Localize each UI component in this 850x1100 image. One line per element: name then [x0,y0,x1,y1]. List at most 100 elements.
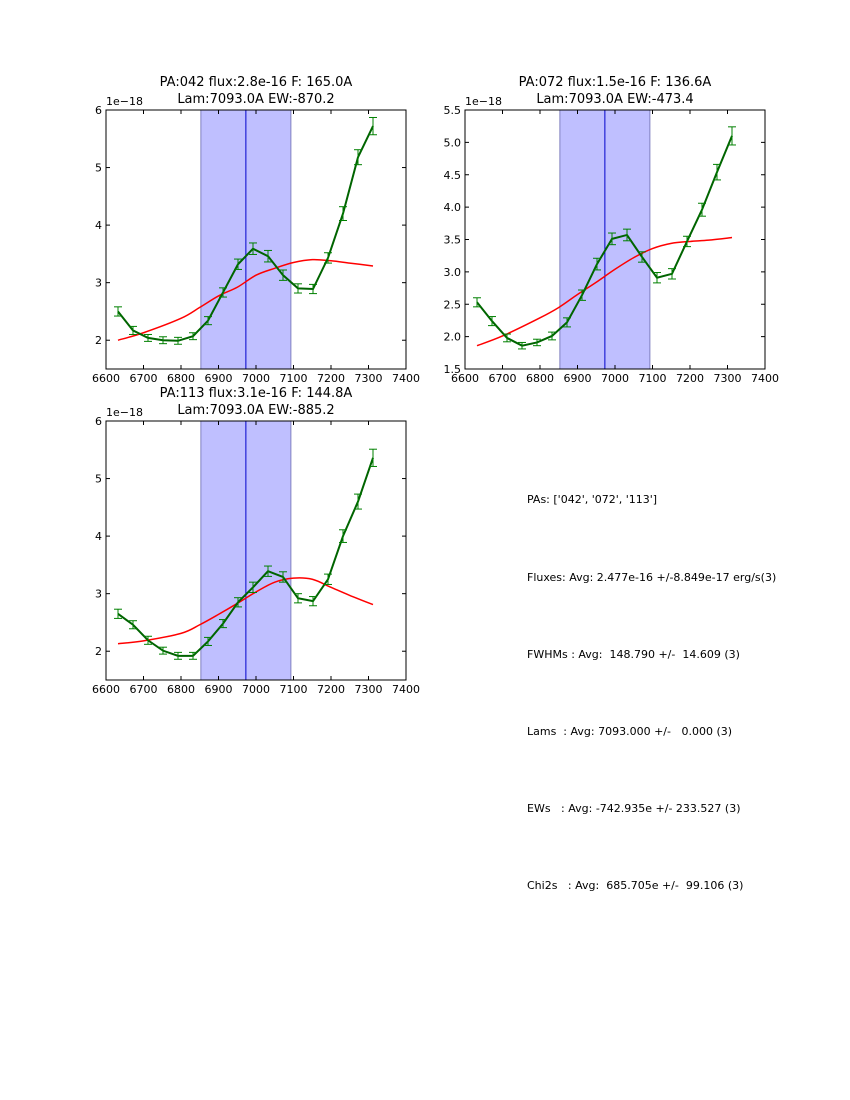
errorbar [279,269,287,281]
y-tick-label: 5 [95,162,102,175]
y-tick-label: 4.5 [444,169,462,182]
y-offset-label: 1e−18 [465,95,502,108]
errorbar [249,581,257,594]
summary-lams: Lams : Avg: 7093.000 +/- 0.000 (3) [527,724,733,738]
errorbar [473,297,481,308]
x-tick-label: 6900 [205,372,233,385]
errorbar [698,202,706,217]
y-tick-label: 5.0 [444,136,462,149]
summary-ews: EWs : Avg: -742.935e +/- 233.527 (3) [527,801,741,815]
x-tick-label: 6900 [564,372,592,385]
chart-title-line1: PA:113 flux:3.1e-16 F: 144.8A [160,386,353,401]
x-tick-label: 7400 [751,372,779,385]
x-tick-label: 7000 [601,372,629,385]
plot-area [114,448,377,660]
errorbar [264,249,272,263]
y-tick-label: 2.0 [444,331,462,344]
panel-pa042: PA:042 flux:2.8e-16 F: 165.0A Lam:7093.0A… [92,75,420,385]
panel-pa072: PA:072 flux:1.5e-16 F: 136.6A Lam:7093.0A… [444,75,780,385]
chart-title-line2: Lam:7093.0A EW:-870.2 [177,92,334,107]
y-tick-label: 4 [95,219,102,232]
errorbar [234,597,242,608]
errorbar [174,651,182,660]
y-tick-label: 4.0 [444,201,462,214]
errorbar [279,571,287,583]
plot-area [114,116,377,345]
y-tick-label: 3 [95,277,102,290]
errorbar [159,646,167,655]
errorbar [623,228,631,242]
errorbar [144,333,152,342]
x-tick-label: 7300 [355,372,383,385]
y-tick-label: 2.5 [444,298,462,311]
errorbar [204,316,212,326]
errorbar [309,283,317,295]
y-tick-label: 4 [95,530,102,543]
x-tick-label: 6800 [167,372,195,385]
panel-pa113: PA:113 flux:3.1e-16 F: 144.8A Lam:7093.0A… [92,386,420,696]
errorbar [129,325,137,335]
data-line [117,125,374,342]
errorbar [713,163,721,181]
summary-fluxes: Fluxes: Avg: 2.477e-16 +/-8.849e-17 erg/… [527,570,777,584]
y-tick-label: 1.5 [444,363,462,376]
errorbar [294,283,302,294]
errorbar [653,272,661,284]
y-tick-label: 3 [95,588,102,601]
errorbar [159,336,167,345]
x-tick-label: 6700 [130,683,158,696]
x-tick-label: 6600 [92,372,120,385]
errorbar [533,338,541,347]
summary-fwhms: FWHMs : Avg: 148.790 +/- 14.609 (3) [527,647,740,661]
errorbar [234,258,242,270]
errorbar [608,232,616,246]
x-tick-label: 6800 [167,683,195,696]
errorbar [144,635,152,645]
y-offset-label: 1e−18 [106,95,143,108]
errorbar [683,235,691,248]
errorbar [548,331,556,341]
errorbar [354,493,362,510]
errorbar [219,287,227,298]
errorbar [174,336,182,345]
errorbar [488,316,496,327]
chart-title-line2: Lam:7093.0A EW:-885.2 [177,403,334,418]
errorbar [114,306,122,317]
errorbar [249,242,257,255]
errorbar [593,257,601,271]
fit-curve [117,577,374,645]
x-tick-label: 6700 [130,372,158,385]
data-line [117,457,374,657]
errorbar [339,529,347,543]
y-tick-label: 6 [95,415,102,428]
x-tick-label: 6700 [489,372,517,385]
y-tick-label: 2 [95,645,102,658]
errorbar [324,573,332,585]
x-tick-label: 6600 [451,372,479,385]
fit-curve [117,258,374,341]
summary-pas: PAs: ['042', '072', '113'] [527,493,658,507]
errorbar [294,593,302,604]
plot-area [473,126,736,350]
x-tick-label: 6900 [205,683,233,696]
x-tick-label: 7300 [714,372,742,385]
fit-curve [476,236,733,347]
y-tick-label: 5 [95,473,102,486]
x-tick-label: 7100 [639,372,667,385]
x-tick-label: 6600 [92,683,120,696]
x-tick-label: 7000 [242,372,270,385]
x-tick-label: 7100 [280,683,308,696]
x-tick-label: 7200 [317,372,345,385]
y-offset-label: 1e−18 [106,406,143,419]
x-tick-label: 7100 [280,372,308,385]
errorbar [129,620,137,630]
summary-chi2s: Chi2s : Avg: 685.705e +/- 99.106 (3) [527,878,744,892]
errorbar [578,289,586,301]
x-tick-label: 6800 [526,372,554,385]
errorbar [369,448,377,467]
errorbar [189,651,197,660]
y-tick-label: 3.5 [444,234,462,247]
x-tick-label: 7200 [317,683,345,696]
y-tick-label: 6 [95,104,102,117]
